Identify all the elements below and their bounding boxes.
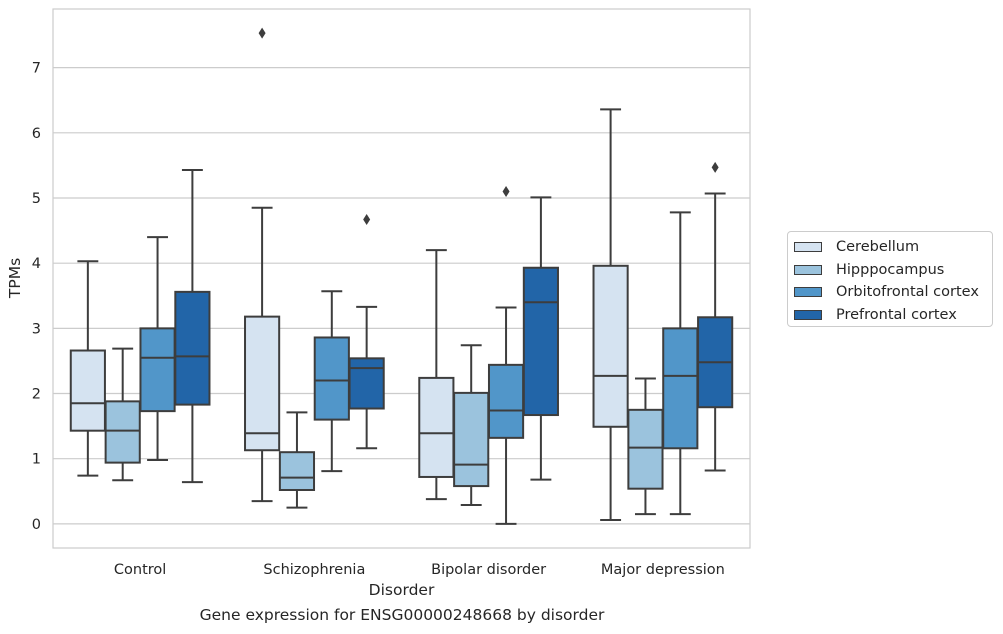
box-orbitofrontal-cortex-schizophrenia — [313, 290, 350, 473]
x-tick-label: Schizophrenia — [263, 562, 365, 578]
y-tick-labels: 0 1 2 3 4 5 6 7 — [32, 61, 41, 533]
y-tick-label: 2 — [32, 387, 41, 403]
x-tick-label: Major depression — [601, 562, 725, 578]
box-cerebellum-major-depression — [592, 108, 629, 521]
legend-label: Cerebellum — [836, 239, 920, 256]
box-cerebellum-control — [69, 260, 106, 477]
box-body — [174, 290, 211, 406]
box-body — [244, 315, 281, 452]
legend-label: Hipppocampus — [836, 261, 945, 278]
box-prefrontal-cortex-major-depression — [697, 161, 734, 472]
y-tick-label: 3 — [32, 321, 41, 337]
box-body — [592, 264, 629, 428]
legend-swatch — [794, 309, 822, 320]
y-tick-label: 6 — [32, 126, 41, 142]
box-hipppocampus-control — [104, 347, 141, 482]
y-tick-label: 1 — [32, 452, 41, 468]
box-body — [104, 400, 141, 464]
boxes — [69, 27, 734, 525]
box-body — [348, 357, 385, 410]
box-cerebellum-schizophrenia — [244, 27, 281, 503]
y-axis-title: TPMs — [6, 258, 24, 299]
box-prefrontal-cortex-schizophrenia — [348, 214, 385, 450]
legend-item: Orbitofrontal cortex — [794, 281, 992, 304]
box-body — [139, 327, 176, 413]
box-orbitofrontal-cortex-major-depression — [662, 211, 699, 516]
x-axis-title: Disorder — [369, 581, 435, 599]
chart-caption: Gene expression for ENSG00000248668 by d… — [199, 606, 605, 624]
box-body — [313, 336, 350, 421]
outlier-point — [363, 214, 371, 226]
box-body — [522, 266, 559, 417]
box-orbitofrontal-cortex-bipolar-disorder — [487, 185, 525, 525]
box-body — [627, 408, 664, 490]
box-hipppocampus-bipolar-disorder — [453, 344, 490, 506]
box-hipppocampus-schizophrenia — [278, 411, 316, 509]
box-orbitofrontal-cortex-control — [139, 236, 176, 462]
legend-label: Orbitofrontal cortex — [836, 284, 979, 301]
box-body — [453, 391, 490, 488]
y-tick-label: 7 — [32, 61, 41, 77]
box-body — [69, 349, 106, 432]
legend-item: Prefrontal cortex — [794, 304, 992, 327]
outlier-point — [711, 161, 719, 173]
box-cerebellum-bipolar-disorder — [418, 249, 455, 501]
box-prefrontal-cortex-bipolar-disorder — [522, 196, 559, 481]
legend-swatch — [794, 287, 822, 298]
outlier-point — [258, 27, 266, 39]
legend-item: Hipppocampus — [794, 259, 992, 282]
box-body — [418, 376, 455, 478]
box-prefrontal-cortex-control — [174, 168, 211, 484]
y-tick-label: 5 — [32, 191, 41, 207]
plot-frame — [52, 8, 751, 549]
x-tick-label: Bipolar disorder — [431, 562, 546, 578]
y-tick-label: 0 — [32, 517, 41, 533]
y-tick-label: 4 — [32, 256, 41, 272]
box-hipppocampus-major-depression — [627, 377, 664, 516]
x-tick-label: Control — [114, 562, 166, 578]
legend-label: Prefrontal cortex — [836, 306, 957, 323]
legend-swatch — [794, 264, 822, 275]
box-body — [487, 363, 525, 439]
outlier-point — [502, 185, 510, 197]
legend-swatch — [794, 242, 822, 253]
box-body — [662, 327, 699, 450]
x-tick-labels: Control Schizophrenia Bipolar disorder Majo… — [114, 562, 725, 578]
box-body — [278, 451, 316, 491]
legend-item: Cerebellum — [794, 236, 992, 259]
legend: Cerebellum Hipppocampus Orbitofrontal cort… — [787, 231, 993, 327]
